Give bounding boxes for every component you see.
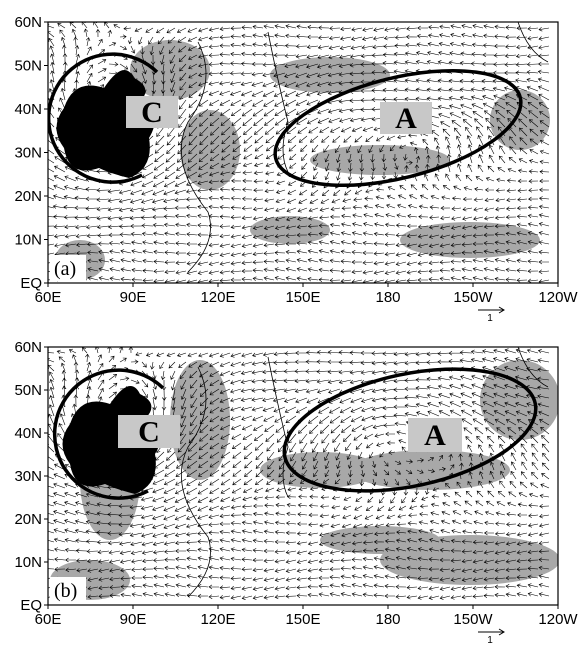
cyclone-label: C <box>138 416 160 449</box>
y-tick-label: 10N <box>14 554 42 571</box>
x-tick-label: 180 <box>375 289 400 306</box>
y-tick-label: 50N <box>14 382 42 399</box>
shading <box>250 216 330 244</box>
x-tick-label: 120W <box>538 289 578 306</box>
x-tick-label: 120E <box>200 289 235 306</box>
y-tick-label: 40N <box>14 101 42 118</box>
y-tick-label: 50N <box>14 58 42 75</box>
map-panel <box>42 346 560 600</box>
anticyclone-label: A <box>395 102 417 135</box>
panel-label: (b) <box>54 580 77 602</box>
x-tick-label: 60E <box>35 289 62 306</box>
x-tick-label: 90E <box>120 611 147 628</box>
x-tick-label: 120E <box>200 611 235 628</box>
x-tick-label: 150W <box>453 611 493 628</box>
scale-label: 1 <box>487 635 493 646</box>
x-tick-label: 150E <box>285 611 320 628</box>
panel-label: (a) <box>54 258 76 280</box>
y-tick-label: 20N <box>14 511 42 528</box>
map-panel <box>43 22 550 284</box>
x-tick-label: 90E <box>120 289 147 306</box>
y-tick-label: 60N <box>14 339 42 356</box>
y-tick-label: 40N <box>14 425 42 442</box>
x-tick-label: 150E <box>285 289 320 306</box>
shading <box>270 57 390 93</box>
x-tick-label: 180 <box>375 611 400 628</box>
y-tick-label: 20N <box>14 188 42 205</box>
y-tick-label: 30N <box>14 468 42 485</box>
y-tick-label: 60N <box>14 14 42 31</box>
figure: CA(a)60N50N40N30N20N10NEQ60E90E120E150E1… <box>0 0 580 653</box>
x-tick-label: 150W <box>453 289 493 306</box>
scale-label: 1 <box>487 313 493 324</box>
x-tick-label: 60E <box>35 611 62 628</box>
y-tick-label: 10N <box>14 232 42 249</box>
cyclone-label: C <box>141 96 163 129</box>
anticyclone-label: A <box>424 419 446 452</box>
x-tick-label: 120W <box>538 611 578 628</box>
y-tick-label: 30N <box>14 145 42 162</box>
